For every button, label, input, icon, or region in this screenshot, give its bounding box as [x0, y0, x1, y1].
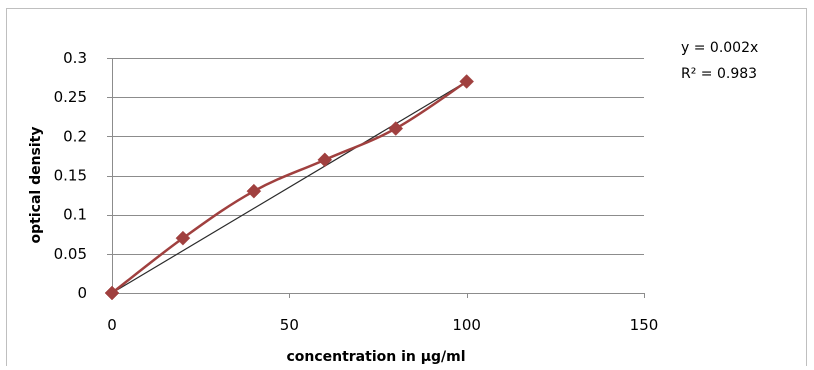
y-tick-label: 0: [77, 284, 87, 302]
r-squared-label: R² = 0.983: [681, 66, 757, 82]
series-layer: [104, 74, 475, 301]
data-point-marker: [317, 152, 333, 168]
x-tick-label: 100: [452, 316, 481, 334]
y-tick-label: 0.15: [54, 167, 87, 185]
x-tick-label: 0: [107, 316, 117, 334]
data-point-marker: [388, 121, 404, 136]
y-tick-label: 0.25: [54, 88, 87, 106]
y-tick-label: 0.2: [63, 127, 87, 145]
x-axis-title: concentration in µg/ml: [286, 349, 465, 365]
trendline: [111, 80, 467, 294]
data-point-marker: [246, 183, 262, 199]
tick-labels: 0 0.05 0.1 0.15 0.2 0.25 0.3 0 50 100 150: [54, 49, 659, 334]
trendline-equation: y = 0.002x: [681, 40, 758, 56]
y-tick-label: 0.3: [63, 49, 87, 67]
axes: [107, 58, 645, 298]
data-point-marker: [175, 230, 191, 246]
chart-border: [6, 8, 807, 369]
trendline-layer: [111, 80, 467, 294]
data-point-marker: [459, 74, 475, 89]
y-tick-label: 0.1: [63, 206, 87, 224]
series-line: [111, 80, 468, 294]
grid-lines: [112, 58, 644, 255]
x-tick-label: 50: [280, 316, 299, 334]
x-tick-label: 150: [630, 316, 659, 334]
data-point-marker: [104, 285, 120, 301]
y-tick-label: 0.05: [54, 245, 87, 263]
y-axis-title: optical density: [28, 127, 44, 244]
